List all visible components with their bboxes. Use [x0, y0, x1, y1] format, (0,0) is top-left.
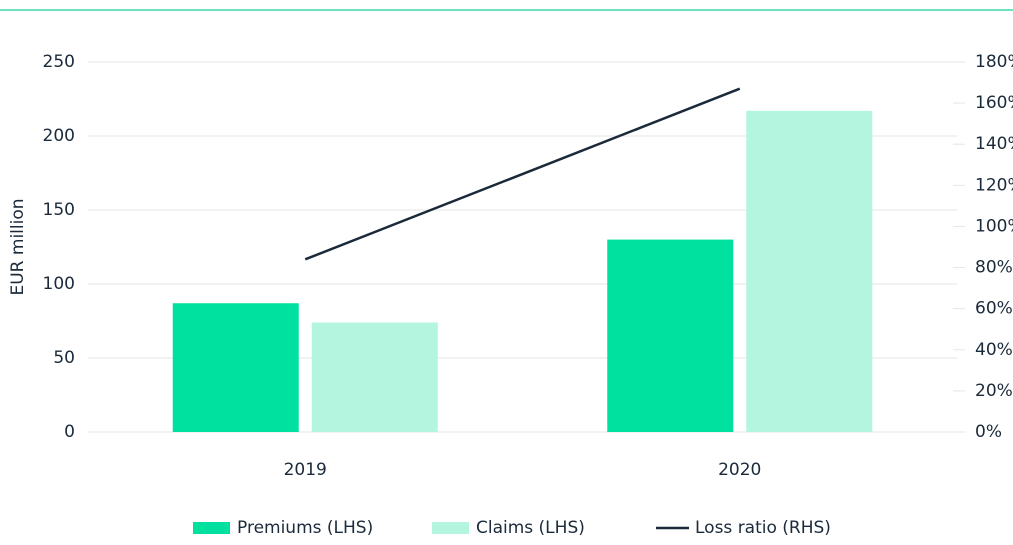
legend-swatch [193, 522, 230, 534]
y-tick-label: 250 [43, 52, 75, 72]
y-tick-label: 200 [43, 126, 75, 146]
legend-swatch [432, 522, 469, 534]
bar [172, 303, 299, 432]
y-axis-label: EUR million [8, 198, 28, 295]
y2-tick-label: 120% [975, 175, 1013, 195]
y2-tick-label: 80% [975, 258, 1013, 278]
y2-tick-label: 0% [975, 422, 1002, 442]
y2-tick-label: 20% [975, 381, 1013, 401]
bar [311, 322, 438, 432]
y-tick-label: 150 [43, 200, 75, 220]
y-tick-label: 100 [43, 274, 75, 294]
y2-tick-label: 140% [975, 134, 1013, 154]
y-tick-label: 0 [64, 422, 75, 442]
legend-label: Claims (LHS) [476, 518, 585, 538]
x-tick-label: 2020 [718, 460, 761, 480]
y2-tick-label: 100% [975, 216, 1013, 236]
y2-tick-label: 160% [975, 93, 1013, 113]
y2-tick-label: 60% [975, 299, 1013, 319]
y2-tick-label: 40% [975, 340, 1013, 360]
y-tick-label: 50 [53, 348, 75, 368]
bar [607, 239, 734, 432]
legend-label: Loss ratio (RHS) [695, 518, 831, 538]
x-tick-label: 2019 [284, 460, 327, 480]
y2-tick-label: 180% [975, 52, 1013, 72]
line [304, 87, 741, 261]
bar [746, 110, 873, 432]
legend-label: Premiums (LHS) [237, 518, 373, 538]
